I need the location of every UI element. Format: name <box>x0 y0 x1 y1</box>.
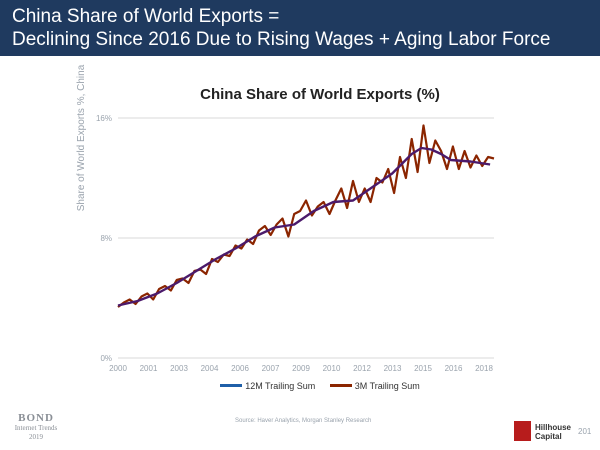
x-tick-label: 2016 <box>445 364 463 373</box>
y-tick-label: 16% <box>96 114 112 123</box>
slide-title-line-2: Declining Since 2016 Due to Rising Wages… <box>12 29 551 50</box>
bond-logo-sub-2: 2019 <box>29 433 43 441</box>
hillhouse-logo-line-2: Capital <box>535 432 562 441</box>
x-tick-label: 2007 <box>262 364 280 373</box>
x-tick-label: 2010 <box>323 364 341 373</box>
hillhouse-logo-mark <box>514 421 531 441</box>
x-tick-label: 2012 <box>353 364 371 373</box>
x-tick-label: 2015 <box>414 364 432 373</box>
slide-header: China Share of World Exports = Declining… <box>0 0 600 56</box>
x-tick-label: 2004 <box>201 364 219 373</box>
x-tick-label: 2009 <box>292 364 310 373</box>
y-axis-label: Share of World Exports %, China <box>76 64 87 212</box>
x-tick-label: 2001 <box>140 364 158 373</box>
x-tick-label: 2000 <box>109 364 127 373</box>
y-tick-label: 8% <box>100 234 112 243</box>
x-tick-label: 2013 <box>384 364 402 373</box>
x-tick-label: 2003 <box>170 364 188 373</box>
hillhouse-logo-line-1: Hillhouse <box>535 423 572 432</box>
legend-label-3m: 3M Trailing Sum <box>354 380 420 391</box>
legend-swatch-3m <box>329 384 352 387</box>
y-tick-label: 0% <box>100 354 112 363</box>
legend-item-12m: 12M Trailing Sum <box>220 381 315 391</box>
page-number: 201 <box>578 427 592 436</box>
chart-title: China Share of World Exports (%) <box>200 86 440 103</box>
legend-item-3m: 3M Trailing Sum <box>329 380 420 391</box>
bond-logo-text: BOND <box>18 412 54 424</box>
slide-title-line-1: China Share of World Exports = <box>12 6 280 27</box>
x-tick-label: 2018 <box>475 364 493 373</box>
legend-label-12m: 12M Trailing Sum <box>245 380 316 391</box>
legend-swatch-12m <box>220 384 243 387</box>
series-line-3m <box>117 124 495 308</box>
series-line-12m <box>117 146 491 307</box>
source-note: Source: Haver Analytics, Morgan Stanley … <box>235 418 372 424</box>
bond-logo-sub-1: Internet Trends <box>14 424 58 432</box>
chart-legend: 12M Trailing Sum 3M Trailing Sum <box>0 379 600 391</box>
bond-logo: BOND Internet Trends 2019 <box>6 412 66 442</box>
x-tick-label: 2006 <box>231 364 249 373</box>
hillhouse-logo-text: Hillhouse Capital <box>535 423 571 441</box>
